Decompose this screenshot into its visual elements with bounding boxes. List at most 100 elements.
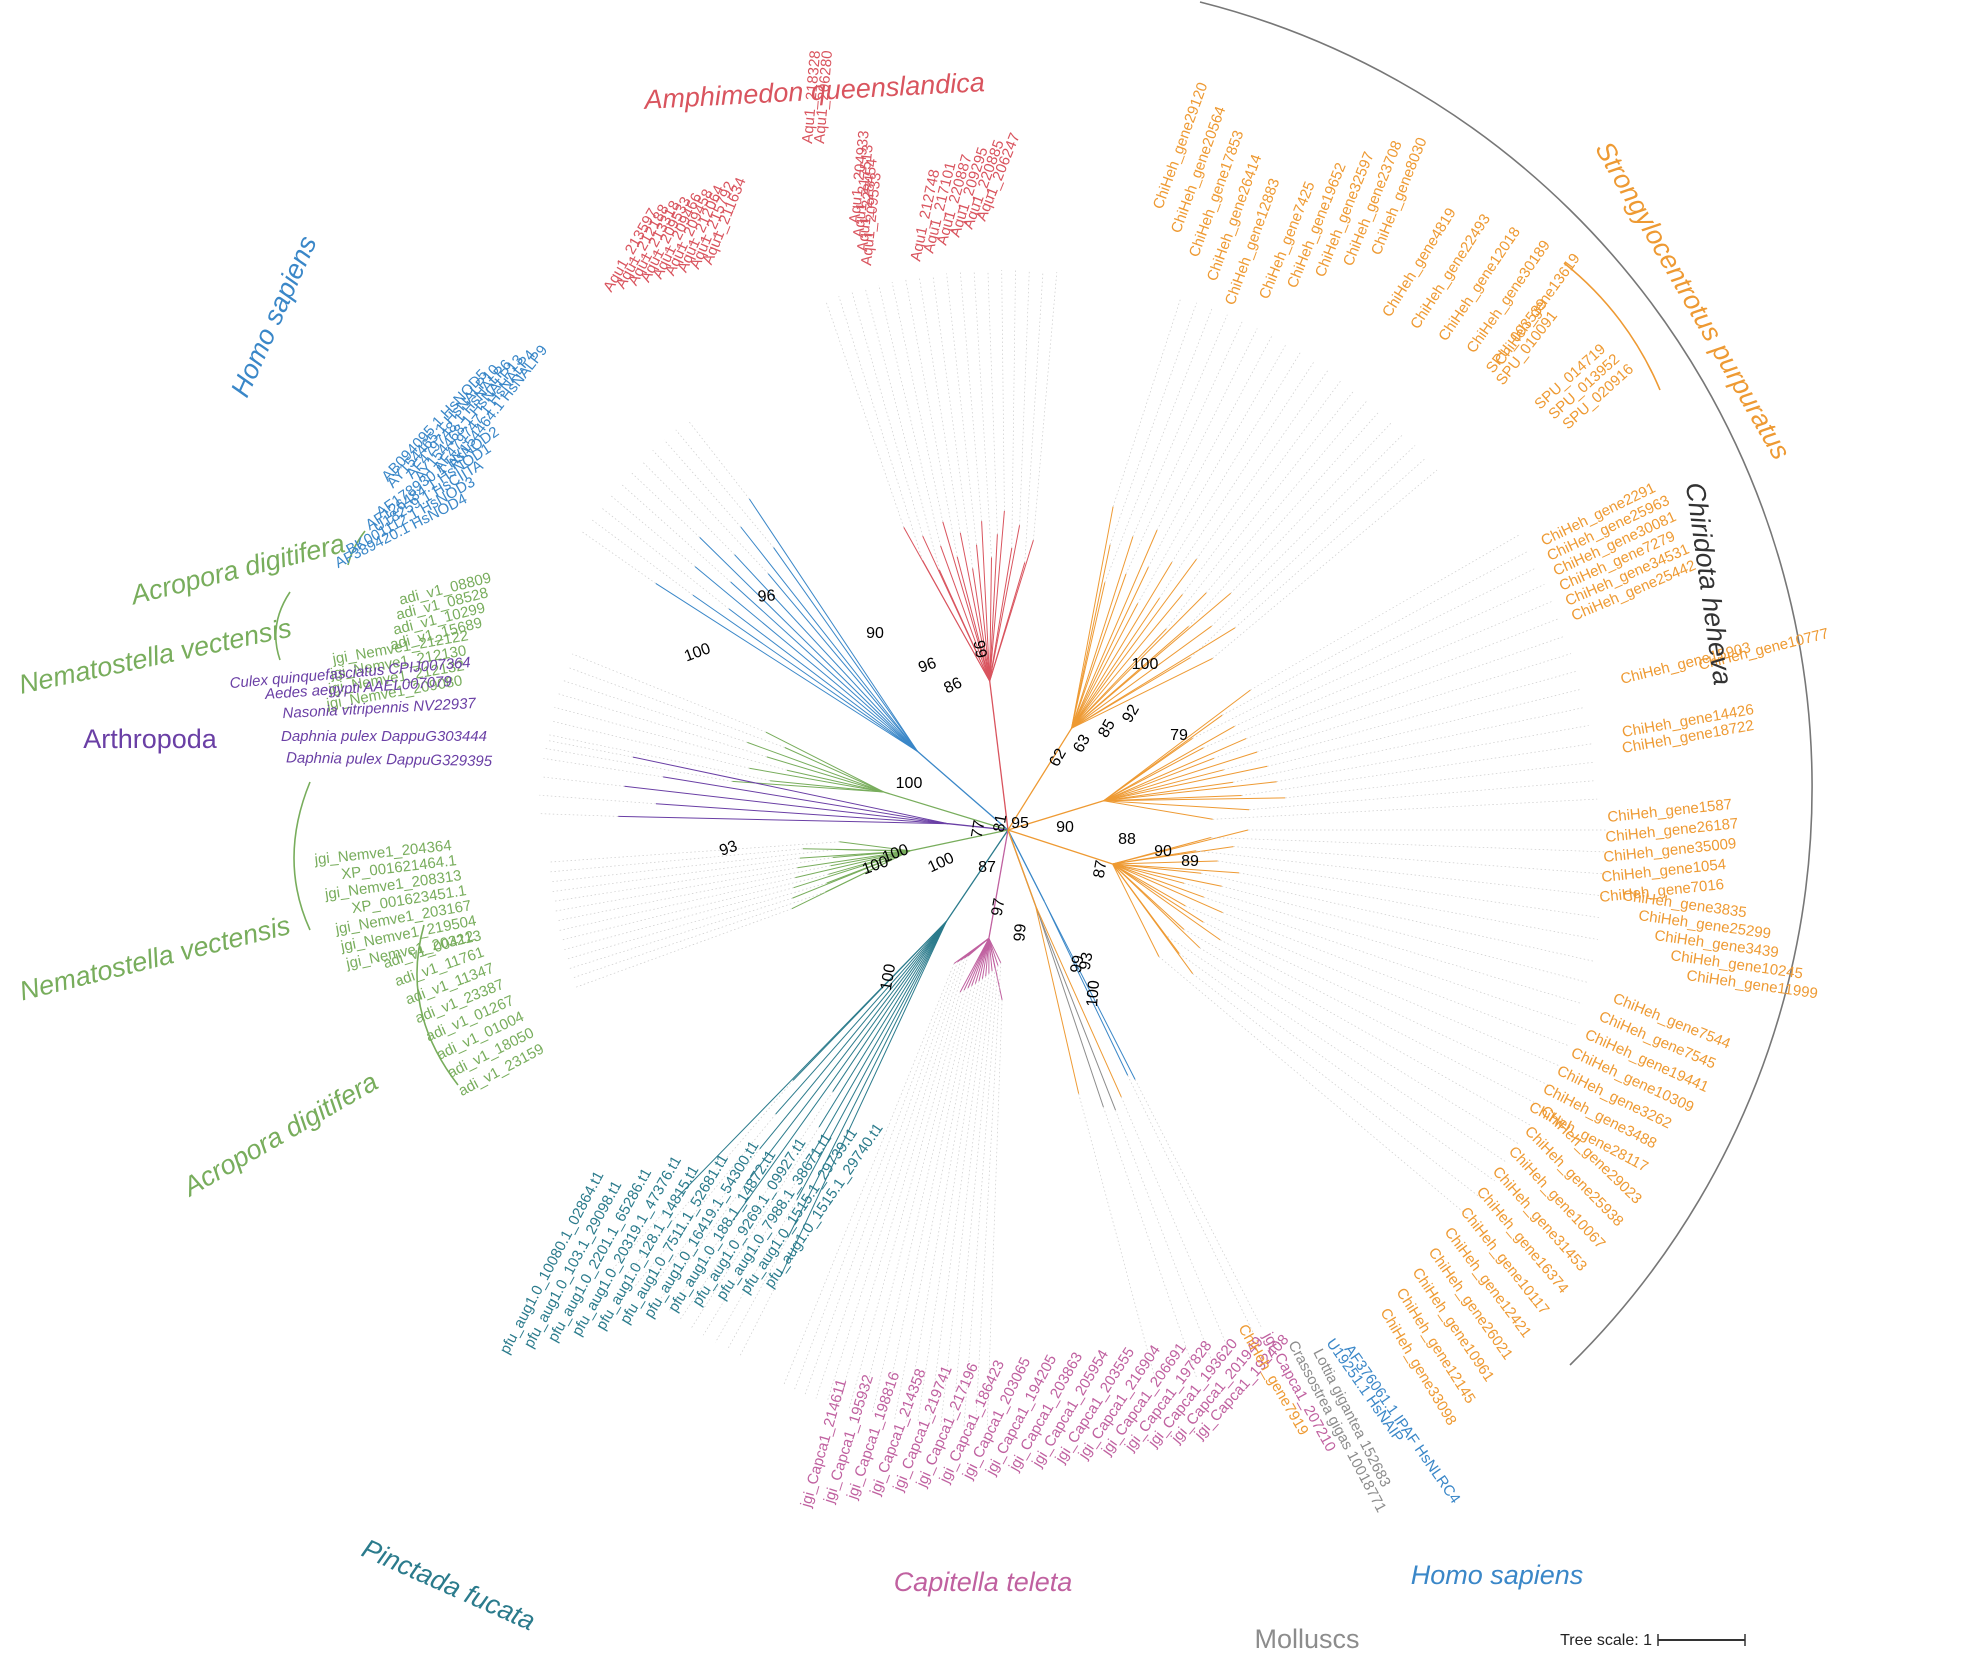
group-label-acro1: Acropora digitifera (126, 528, 348, 611)
branch (1034, 905, 1080, 1094)
branch (806, 920, 947, 1164)
leader-line (552, 857, 800, 892)
leader-line (1203, 601, 1553, 749)
branch (749, 767, 884, 793)
bootstrap-value: 63 (1070, 732, 1094, 756)
leader-line (612, 1196, 679, 1269)
tree-scale-label: Tree scale: 1 (1560, 1632, 1652, 1649)
strongylocentrotus-clade-arc (1563, 262, 1661, 391)
leader-line (561, 873, 829, 941)
leader-line (1104, 308, 1213, 583)
leader-line (1234, 457, 1427, 629)
branch (956, 556, 991, 682)
bootstrap-value: 90 (1056, 819, 1074, 836)
leader-line (656, 1184, 746, 1305)
branch (948, 823, 1009, 831)
branch (938, 569, 991, 682)
branch (694, 566, 918, 752)
leader-line (848, 990, 965, 1409)
bootstrap-value: 87 (978, 859, 996, 876)
branch (1112, 863, 1201, 949)
branch (618, 815, 949, 825)
leader-line (1159, 361, 1315, 599)
branch (1103, 737, 1193, 802)
branch (945, 829, 1009, 922)
leader-line (864, 288, 940, 570)
branch (988, 829, 1009, 939)
leader-line (1201, 872, 1594, 962)
group-label-homo_top: Homo sapiens (225, 231, 323, 401)
leader-line (1217, 860, 1602, 919)
leader-line (1137, 343, 1287, 604)
leader-line (567, 666, 785, 748)
branch (802, 848, 911, 852)
branch (1112, 863, 1223, 914)
leader-line (630, 471, 700, 538)
branch (1103, 747, 1204, 802)
branch (1103, 757, 1215, 802)
leader-line (634, 1113, 776, 1287)
branch (1071, 573, 1127, 729)
leader-line (554, 706, 788, 771)
leader-line (540, 776, 625, 787)
branch (1112, 850, 1196, 865)
branch (1043, 901, 1129, 1076)
leader-line (1127, 1075, 1254, 1334)
leader-line (891, 282, 944, 522)
leader-line (1210, 837, 1608, 853)
leader-line (569, 897, 793, 969)
leader-line (932, 275, 973, 569)
branch (1071, 627, 1236, 729)
bootstrap-value: 95 (1011, 815, 1029, 832)
leader-line (838, 296, 923, 561)
branch (1103, 689, 1251, 802)
leader-line (1019, 270, 1030, 526)
leader-line (687, 419, 750, 500)
bootstrap-value: 96 (757, 587, 776, 605)
leader-line (575, 908, 793, 988)
leader-line (1212, 798, 1598, 820)
leader-line (1033, 272, 1058, 541)
branch (1112, 863, 1160, 957)
branch (793, 850, 911, 889)
leader-line (623, 1080, 794, 1278)
branch (988, 938, 993, 972)
leader-line (549, 841, 840, 863)
branch (1071, 592, 1207, 729)
leader-line (572, 891, 826, 979)
branch (959, 532, 991, 682)
bootstrap-value: 62 (1046, 746, 1070, 770)
branch (839, 841, 911, 852)
leader-line (917, 976, 987, 1424)
branch (1103, 781, 1234, 802)
leader-line (918, 277, 961, 533)
branch (1112, 863, 1186, 907)
branch (1071, 625, 1212, 729)
branch (770, 780, 884, 793)
branch (989, 547, 1013, 682)
branch (1112, 863, 1221, 941)
leader-line (667, 1220, 733, 1313)
leader-line (1241, 743, 1592, 796)
branch (989, 510, 1005, 682)
branch (1112, 863, 1204, 898)
branch (692, 594, 918, 752)
branch (1112, 863, 1204, 923)
leader-line (1192, 567, 1537, 739)
leader-line (1205, 400, 1368, 594)
leader-line (1148, 335, 1273, 568)
bootstrap-value: 96 (916, 655, 939, 677)
leader-line (546, 739, 634, 758)
group-label-acro2: Acropora digitifera (176, 1066, 382, 1203)
branch (784, 747, 884, 793)
leaf-label: Daphnia pulex DappuG303444 (281, 728, 487, 745)
leader-line (620, 483, 731, 583)
branch (1071, 657, 1213, 729)
leader-line (1183, 882, 1583, 1005)
branch (1112, 863, 1222, 887)
leader-line (1256, 653, 1572, 753)
leader-line (1109, 302, 1197, 545)
bootstrap-value: 100 (682, 640, 713, 665)
branch (1043, 901, 1136, 1080)
branch (1103, 769, 1224, 802)
